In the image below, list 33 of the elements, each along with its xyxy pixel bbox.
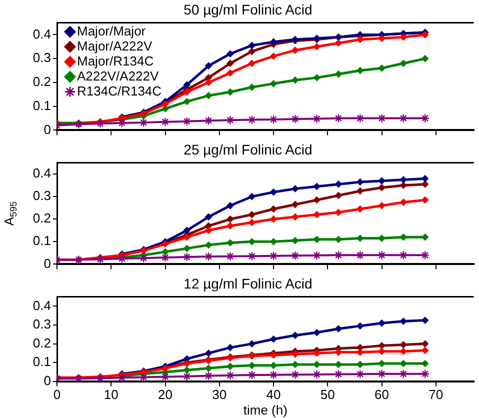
y-tick-label: 0.1 xyxy=(32,98,51,113)
y-tick-label: 0.3 xyxy=(32,50,51,66)
y-tick-label: 0 xyxy=(44,256,51,271)
chart-title: 25 µg/ml Folinic Acid xyxy=(184,141,312,158)
y-tick-label: 0 xyxy=(44,122,51,137)
x-tick-label: 0 xyxy=(53,386,61,402)
x-tick-label: 20 xyxy=(158,386,172,402)
x-axis-title: time (h) xyxy=(243,402,288,418)
y-tick-label: 0.3 xyxy=(32,316,51,332)
y-tick-label: 0.4 xyxy=(32,26,51,42)
x-tick-label: 40 xyxy=(266,386,281,402)
x-tick-label: 50 xyxy=(320,386,335,402)
y-tick-label: 0.1 xyxy=(32,233,51,248)
legend-label: A222V/A222V xyxy=(77,68,160,84)
y-tick-label: 0.2 xyxy=(32,210,51,226)
y-tick-label: 0.2 xyxy=(32,335,51,350)
y-tick-label: 0.1 xyxy=(32,354,51,370)
y-tick-label: 0 xyxy=(44,372,51,388)
legend-label: Major/Major xyxy=(77,23,146,38)
x-tick-label: 60 xyxy=(374,386,390,402)
x-tick-label: 10 xyxy=(104,386,118,402)
chart-title: 50 µg/ml Folinic Acid xyxy=(184,1,312,18)
x-tick-label: 70 xyxy=(428,386,444,402)
y-tick-label: 0.4 xyxy=(32,298,51,313)
y-tick-label: 0.2 xyxy=(32,74,51,90)
legend-label: Major/R134C xyxy=(77,53,154,68)
legend-label: Major/A222V xyxy=(77,38,152,54)
legend-label: R134C/R134C xyxy=(77,83,162,98)
y-axis-title: A595 xyxy=(2,201,18,226)
x-tick-label: 30 xyxy=(212,386,227,402)
y-tick-label: 0.4 xyxy=(32,166,51,181)
chart-title: 12 µg/ml Folinic Acid xyxy=(184,275,312,292)
y-tick-label: 0.3 xyxy=(32,188,51,204)
